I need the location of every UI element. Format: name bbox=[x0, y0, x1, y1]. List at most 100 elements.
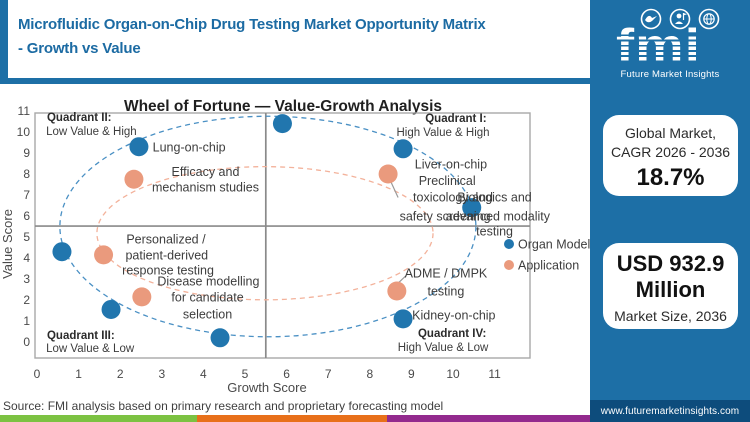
quadrant-3-subtitle: Low Value & Low bbox=[46, 343, 135, 355]
point-label: testing bbox=[428, 285, 465, 299]
legend-application-label: Application bbox=[518, 259, 579, 273]
point-label: advanced modality bbox=[446, 210, 551, 224]
point-label: Lung-on-chip bbox=[153, 141, 226, 155]
organ-model-point bbox=[129, 137, 149, 157]
y-tick-label: 7 bbox=[23, 188, 30, 202]
logo-icons bbox=[640, 8, 728, 30]
cagr-card: Global Market, CAGR 2026 - 2036 18.7% bbox=[603, 115, 738, 196]
point-label: Disease modelling bbox=[157, 275, 259, 289]
organ-model-point bbox=[210, 328, 230, 348]
x-tick-label: 6 bbox=[283, 367, 290, 381]
x-tick-label: 5 bbox=[242, 367, 249, 381]
y-tick-label: 1 bbox=[23, 314, 30, 328]
market-size-label: Market Size, 2036 bbox=[614, 308, 727, 324]
header: Microfluidic Organ-on-Chip Drug Testing … bbox=[0, 0, 590, 84]
legend-organ-model-label: Organ Model bbox=[518, 238, 590, 252]
point-label: safety screening bbox=[400, 210, 491, 224]
url-text: www.futuremarketinsights.com bbox=[600, 405, 740, 417]
y-axis-title: Value Score bbox=[0, 209, 15, 279]
y-tick-label: 2 bbox=[23, 293, 30, 307]
point-label: Liver-on-chip bbox=[415, 157, 487, 171]
y-tick-label: 10 bbox=[17, 125, 31, 139]
page-title-line2: - Growth vs Value bbox=[18, 40, 141, 57]
y-tick-label: 3 bbox=[23, 272, 30, 286]
market-size-card: USD 932.9 Million Market Size, 2036 bbox=[603, 243, 738, 329]
organ-model-point bbox=[52, 242, 72, 262]
application-point bbox=[132, 287, 152, 307]
source-text: Source: FMI analysis based on primary re… bbox=[3, 399, 444, 413]
organ-model-wheel bbox=[59, 115, 477, 338]
quadrant-2-title: Quadrant II: bbox=[47, 112, 112, 124]
legend-organ-model-dot bbox=[504, 239, 514, 249]
footer-stripe-bar bbox=[0, 415, 590, 422]
leader-line bbox=[389, 180, 399, 198]
x-tick-label: 4 bbox=[200, 367, 207, 381]
fmi-wordmark-wrap: fmi bbox=[612, 22, 730, 68]
point-label: Kidney-on-chip bbox=[412, 309, 495, 323]
point-label: Biologics and bbox=[457, 191, 531, 205]
chart-title: Wheel of Fortune — Value-Growth Analysis bbox=[124, 98, 442, 115]
quadrant-3-title: Quadrant III: bbox=[47, 330, 115, 342]
application-point bbox=[124, 169, 144, 189]
y-tick-label: 4 bbox=[23, 251, 30, 265]
cagr-card-line1: Global Market, bbox=[624, 125, 717, 141]
cagr-card-line2: CAGR 2026 - 2036 bbox=[610, 144, 731, 160]
point-label: ADME / DMPK bbox=[405, 267, 488, 281]
footer-stripe-orange bbox=[197, 415, 387, 422]
quadrant-1-title: Quadrant I: bbox=[425, 113, 486, 125]
x-tick-label: 10 bbox=[446, 367, 460, 381]
bird-icon bbox=[640, 8, 662, 30]
chart-region: Wheel of Fortune — Value-Growth Analysis… bbox=[0, 84, 590, 398]
application-wheel bbox=[96, 166, 434, 301]
footer-stripe-purple bbox=[387, 415, 590, 422]
quadrant-2-subtitle: Low Value & High bbox=[46, 126, 137, 138]
point-label: Personalized / bbox=[126, 233, 206, 247]
market-size-value-line1: USD 932.9 bbox=[616, 251, 725, 276]
x-tick-label: 3 bbox=[158, 367, 165, 381]
quadrant-1-subtitle: High Value & High bbox=[396, 127, 489, 139]
y-tick-label: 11 bbox=[18, 104, 31, 118]
y-tick-label: 5 bbox=[23, 230, 30, 244]
scatter-chart: Wheel of Fortune — Value-Growth Analysis… bbox=[0, 98, 590, 395]
page-title: Microfluidic Organ-on-Chip Drug Testing … bbox=[18, 13, 583, 61]
fmi-tagline: Future Market Insights bbox=[620, 69, 720, 80]
brand-panel: fmi Future Market Insights Global Market… bbox=[590, 0, 750, 422]
x-tick-label: 7 bbox=[325, 367, 332, 381]
point-label: Preclinical bbox=[419, 174, 476, 188]
legend-application-dot bbox=[504, 260, 514, 270]
globe-icon bbox=[698, 8, 720, 30]
chart-column: Microfluidic Organ-on-Chip Drug Testing … bbox=[0, 0, 590, 422]
page-title-line1: Microfluidic Organ-on-Chip Drug Testing … bbox=[18, 16, 486, 33]
point-label: testing bbox=[476, 225, 513, 239]
source-row: Source: FMI analysis based on primary re… bbox=[0, 398, 590, 415]
organ-model-point bbox=[272, 114, 292, 134]
organ-model-point bbox=[101, 299, 121, 319]
application-point bbox=[94, 245, 114, 265]
plot-border bbox=[34, 112, 531, 359]
y-tick-label: 6 bbox=[23, 209, 30, 223]
quadrant-4-title: Quadrant IV: bbox=[418, 328, 486, 340]
fmi-logo: fmi Future Market Insights bbox=[590, 6, 750, 80]
point-label: Efficacy and bbox=[172, 165, 240, 179]
point-label: response testing bbox=[122, 263, 214, 277]
point-label: for candidate bbox=[171, 291, 243, 305]
point-label: toxicology and bbox=[413, 191, 493, 205]
x-axis-title: Growth Score bbox=[227, 380, 306, 395]
url-bar: www.futuremarketinsights.com bbox=[590, 400, 750, 422]
person-flag-icon bbox=[669, 8, 691, 30]
application-point bbox=[387, 281, 407, 301]
market-size-value-line2: Million bbox=[635, 277, 706, 302]
x-tick-label: 8 bbox=[366, 367, 373, 381]
y-tick-label: 9 bbox=[23, 146, 30, 160]
x-tick-label: 9 bbox=[408, 367, 415, 381]
application-point bbox=[378, 164, 398, 184]
point-label: selection bbox=[183, 308, 232, 322]
y-tick-label: 0 bbox=[23, 335, 30, 349]
y-tick-label: 8 bbox=[23, 167, 30, 181]
x-tick-label: 0 bbox=[34, 367, 41, 381]
cagr-value: 18.7% bbox=[636, 164, 705, 191]
header-underline bbox=[0, 78, 590, 84]
organ-model-point bbox=[393, 139, 413, 159]
header-accent-strip bbox=[0, 0, 8, 78]
